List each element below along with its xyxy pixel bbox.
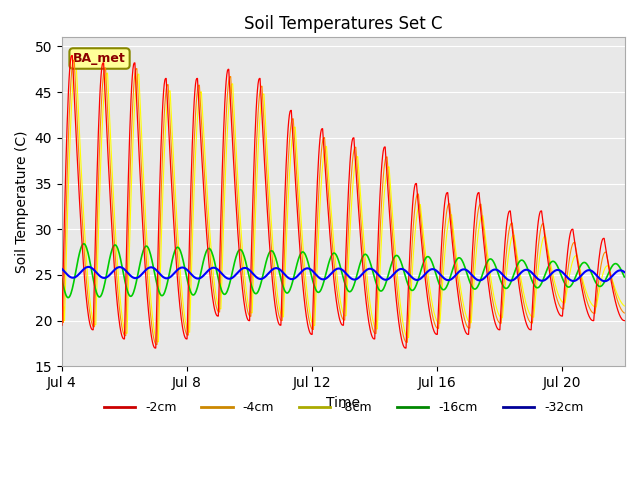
Y-axis label: Soil Temperature (C): Soil Temperature (C)	[15, 131, 29, 273]
X-axis label: Time: Time	[326, 396, 360, 409]
Title: Soil Temperatures Set C: Soil Temperatures Set C	[244, 15, 443, 33]
Legend: -2cm, -4cm, -8cm, -16cm, -32cm: -2cm, -4cm, -8cm, -16cm, -32cm	[99, 396, 588, 420]
Text: BA_met: BA_met	[73, 52, 126, 65]
